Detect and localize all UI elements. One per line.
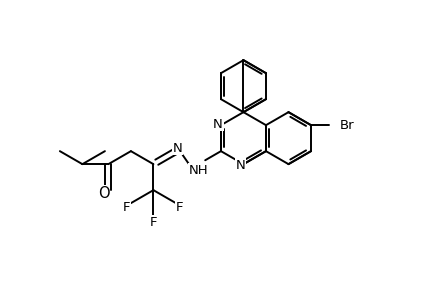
Text: N: N [173, 142, 183, 155]
Text: Br: Br [340, 119, 354, 132]
Text: F: F [176, 201, 184, 213]
Text: O: O [98, 186, 109, 201]
Text: N: N [213, 118, 223, 131]
Text: F: F [123, 201, 131, 213]
Text: N: N [235, 159, 245, 172]
Text: NH: NH [189, 164, 208, 177]
Text: F: F [149, 215, 157, 229]
